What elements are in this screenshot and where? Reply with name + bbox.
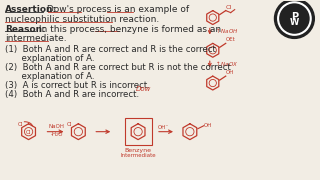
Text: $\uparrow NaOX$: $\uparrow NaOX$ xyxy=(214,59,238,68)
Text: (3)  A is correct but R is incorrect.: (3) A is correct but R is incorrect. xyxy=(5,81,149,90)
Circle shape xyxy=(275,0,314,38)
Text: In this process, benzyne is formed as an: In this process, benzyne is formed as an xyxy=(36,24,221,33)
Text: W: W xyxy=(290,18,299,27)
Text: Cl: Cl xyxy=(18,122,23,127)
Text: $\uparrow NaOH$: $\uparrow NaOH$ xyxy=(214,26,238,35)
Text: Dow's process is an example of: Dow's process is an example of xyxy=(44,5,188,14)
Text: OH⁻: OH⁻ xyxy=(158,125,169,130)
Text: OEt: OEt xyxy=(226,37,236,42)
Text: explanation of A.: explanation of A. xyxy=(5,54,94,63)
Text: (1)  Both A and R are correct and R is the correct: (1) Both A and R are correct and R is th… xyxy=(5,45,216,54)
Text: NaOH: NaOH xyxy=(49,124,65,129)
Text: Assertion:: Assertion: xyxy=(5,5,57,14)
Text: Reason:: Reason: xyxy=(5,24,45,33)
Text: OH: OH xyxy=(204,123,212,128)
Text: explanation of A.: explanation of A. xyxy=(5,72,94,81)
Text: nucleophilic substitution reaction.: nucleophilic substitution reaction. xyxy=(5,15,159,24)
Text: Cl: Cl xyxy=(26,130,31,135)
Text: Cl: Cl xyxy=(67,122,72,127)
Text: Cl: Cl xyxy=(226,5,232,10)
Text: Intermediate: Intermediate xyxy=(120,154,156,158)
Text: OH: OH xyxy=(226,70,234,75)
Text: P: P xyxy=(291,12,298,22)
Text: Benzyne: Benzyne xyxy=(124,148,152,152)
Text: intermediate.: intermediate. xyxy=(5,34,66,43)
Text: Dow: Dow xyxy=(135,86,151,92)
Text: (4)  Both A and R are incorrect.: (4) Both A and R are incorrect. xyxy=(5,90,139,99)
Text: (2)  Both A and R are correct but R is not the correct: (2) Both A and R are correct but R is no… xyxy=(5,63,230,72)
Text: -H₂O: -H₂O xyxy=(51,132,63,137)
